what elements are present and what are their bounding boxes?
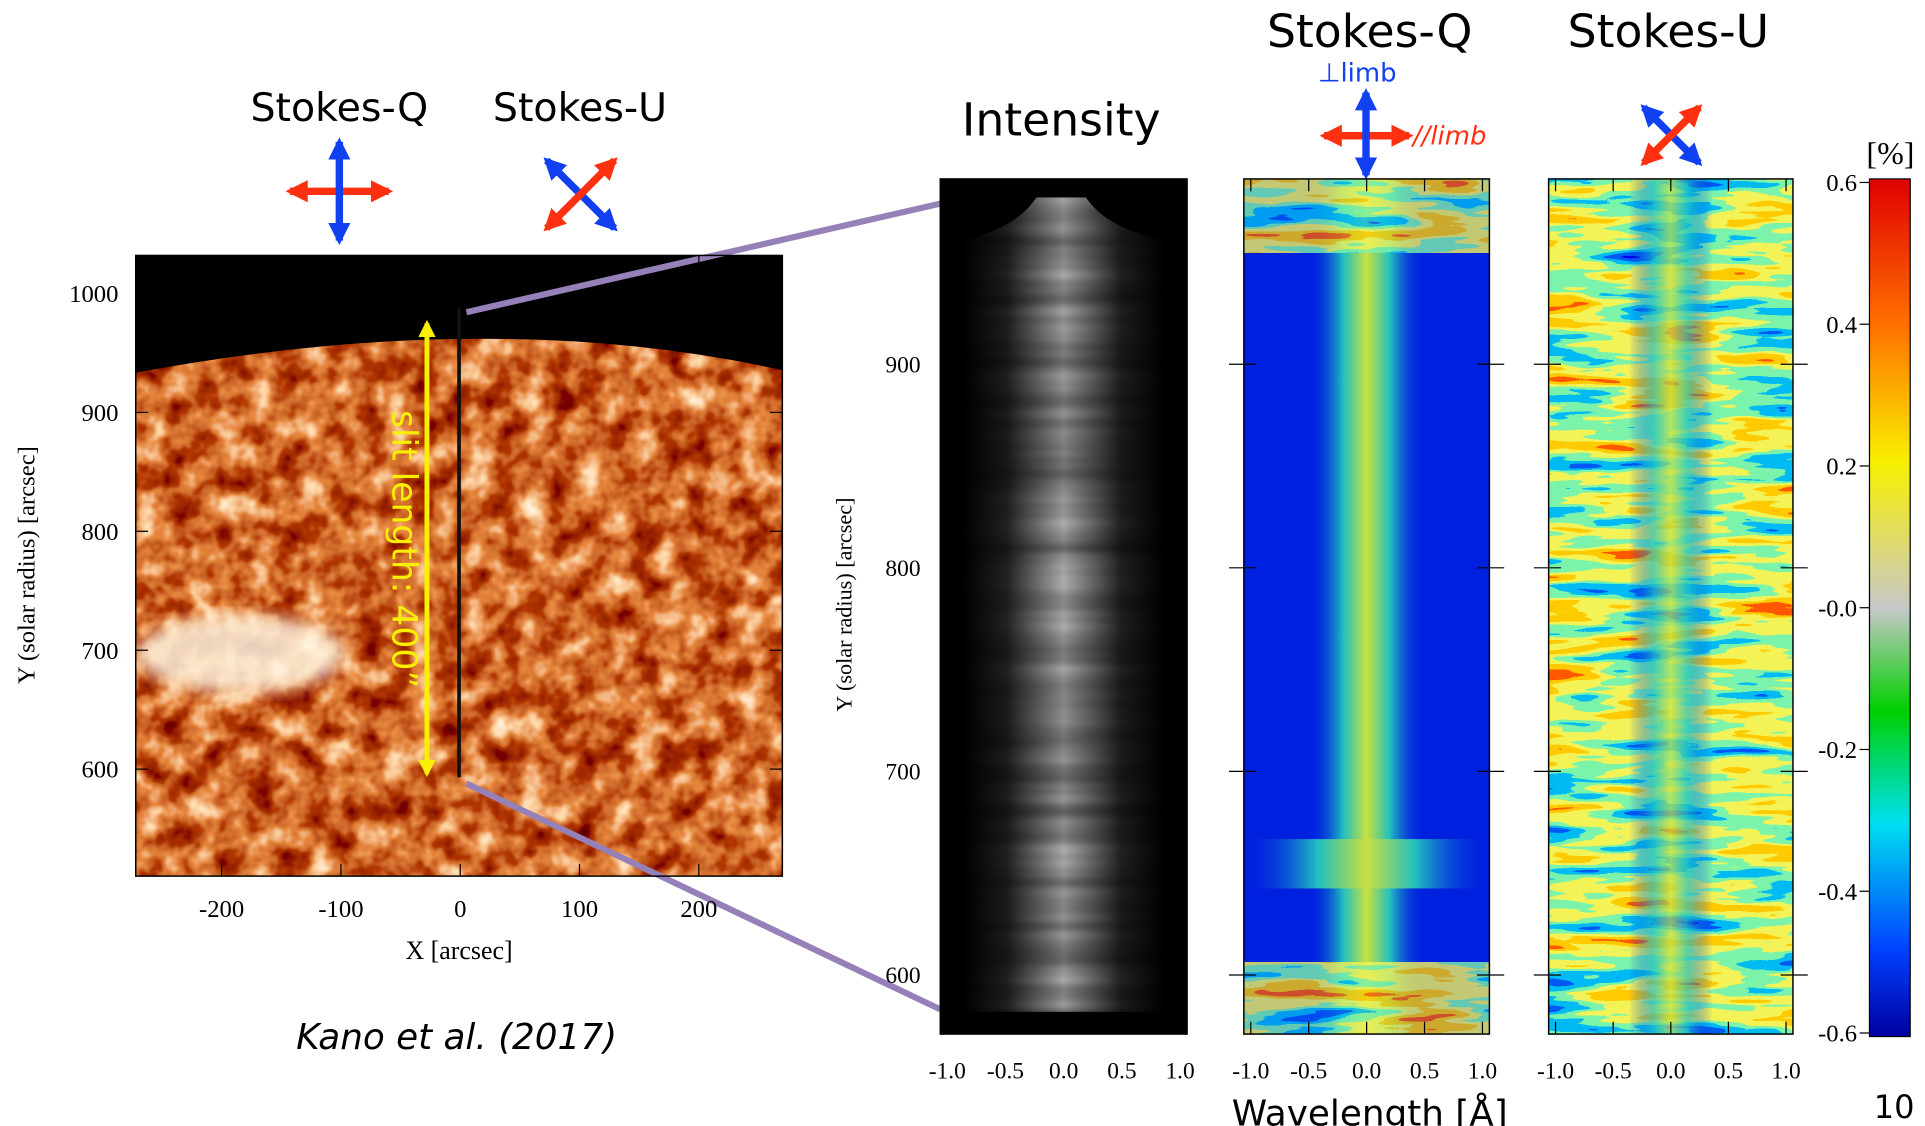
x-tick-label: -0.5	[1290, 1058, 1327, 1084]
colorbar-tick-label: 0.2	[1826, 454, 1857, 481]
x-tick-label: -1.0	[1537, 1058, 1574, 1084]
x-tick-label: 0	[454, 896, 466, 923]
y-tick-label: 600	[81, 757, 118, 784]
y-tick-label: 800	[885, 556, 920, 582]
x-tick-label: 1.0	[1771, 1058, 1800, 1084]
x-tick-label: -1.0	[1232, 1058, 1269, 1084]
panel-title: Stokes-Q	[250, 85, 428, 131]
x-tick-label: 0.0	[1352, 1058, 1381, 1084]
x-tick-label: -200	[199, 896, 244, 923]
y-tick-label: 900	[885, 352, 920, 378]
colorbar-tick-label: 0.4	[1826, 312, 1857, 339]
y-tick-label: 800	[81, 519, 118, 546]
annotation: //limb	[1411, 121, 1487, 151]
annotation: ⊥limb	[1318, 58, 1397, 88]
x-tick-label: 0.0	[1656, 1058, 1685, 1084]
y-tick-label: 700	[81, 638, 118, 665]
colorbar	[1869, 179, 1910, 1037]
x-tick-label: -1.0	[929, 1058, 966, 1084]
x-tick-label: 1.0	[1165, 1058, 1194, 1084]
y-tick-label: 600	[885, 963, 920, 989]
x-tick-label: 0.5	[1107, 1058, 1136, 1084]
x-tick-label: -100	[318, 896, 363, 923]
stokes-q-image	[1244, 179, 1490, 1034]
x-axis-label: X [arcsec]	[405, 936, 512, 965]
panel-title: Stokes-U	[1568, 5, 1769, 58]
colorbar-unit: [%]	[1866, 135, 1914, 171]
x-tick-label: 0.5	[1410, 1058, 1439, 1084]
page-number: 10	[1874, 1088, 1915, 1126]
intensity-image	[940, 179, 1187, 1034]
x-tick-label: 100	[561, 896, 598, 923]
y-tick-label: 1000	[69, 281, 118, 308]
y-axis-label: Y (solar radius) [arcsec]	[831, 497, 856, 711]
map-image	[136, 255, 783, 876]
slit-annotation: slit length: 400”	[383, 410, 423, 688]
colorbar-tick-label: 0.6	[1826, 170, 1857, 197]
x-axis-label: Wavelength [Å]	[1232, 1091, 1508, 1126]
colorbar-tick-label: -0.4	[1818, 879, 1857, 906]
y-axis-label: Y (solar radius) [arcsec]	[14, 446, 41, 684]
colorbar-tick-label: -0.6	[1818, 1021, 1857, 1048]
x-tick-label: -0.5	[987, 1058, 1024, 1084]
panel-title: Stokes-U	[493, 85, 667, 131]
x-tick-label: 200	[680, 896, 717, 923]
panel-title: Stokes-Q	[1267, 5, 1473, 58]
colorbar-tick-label: -0.2	[1818, 737, 1857, 764]
citation: Kano et al. (2017)	[296, 1017, 617, 1058]
slide: slit length: 400” Stokes-Q Stokes-U X [a…	[0, 0, 1925, 1126]
y-tick-label: 700	[885, 760, 920, 786]
colorbar-tick-label: -0.0	[1818, 595, 1857, 622]
x-tick-label: 1.0	[1468, 1058, 1497, 1084]
x-tick-label: -0.5	[1595, 1058, 1632, 1084]
y-tick-label: 900	[81, 400, 118, 427]
stokes-u-image	[1549, 179, 1793, 1034]
x-tick-label: 0.0	[1049, 1058, 1078, 1084]
x-tick-label: 0.5	[1714, 1058, 1743, 1084]
panel-title: Intensity	[962, 94, 1161, 147]
